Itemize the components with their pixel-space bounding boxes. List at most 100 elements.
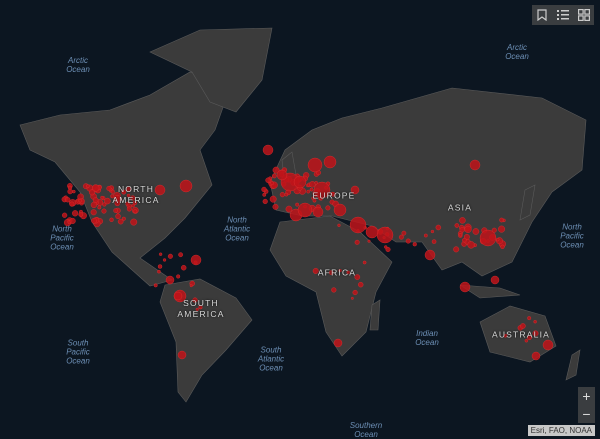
case-bubble[interactable]	[90, 201, 98, 209]
case-bubble[interactable]	[272, 203, 279, 210]
case-bubble[interactable]	[271, 173, 277, 179]
case-bubble[interactable]	[503, 333, 508, 338]
case-bubble[interactable]	[338, 268, 342, 273]
case-bubble[interactable]	[479, 229, 497, 247]
case-bubble[interactable]	[491, 227, 497, 233]
legend-list-icon[interactable]	[556, 8, 570, 22]
case-bubble[interactable]	[325, 205, 331, 211]
case-bubble[interactable]	[69, 217, 76, 224]
case-bubble[interactable]	[309, 187, 314, 192]
case-bubble[interactable]	[376, 226, 394, 244]
case-bubble[interactable]	[126, 186, 132, 192]
case-bubble[interactable]	[431, 239, 437, 244]
case-bubble[interactable]	[533, 319, 537, 324]
case-bubble[interactable]	[423, 233, 428, 238]
case-bubble[interactable]	[180, 265, 187, 271]
case-bubble[interactable]	[261, 186, 267, 193]
case-bubble[interactable]	[65, 197, 71, 203]
case-bubble[interactable]	[165, 275, 175, 285]
case-bubble[interactable]	[337, 223, 341, 227]
case-bubble[interactable]	[498, 225, 506, 233]
case-bubble[interactable]	[459, 217, 466, 224]
case-bubble[interactable]	[293, 175, 307, 189]
case-bubble[interactable]	[330, 191, 335, 196]
case-bubble[interactable]	[469, 159, 481, 171]
case-bubble[interactable]	[157, 264, 163, 269]
basemap-gallery-icon[interactable]	[577, 8, 591, 22]
case-bubble[interactable]	[190, 254, 202, 266]
case-bubble[interactable]	[262, 144, 274, 156]
case-bubble[interactable]	[352, 289, 358, 296]
case-bubble[interactable]	[454, 223, 460, 228]
case-bubble[interactable]	[526, 334, 532, 340]
case-bubble[interactable]	[309, 181, 316, 188]
case-bubble[interactable]	[162, 258, 167, 262]
case-bubble[interactable]	[195, 307, 199, 312]
case-bubble[interactable]	[92, 184, 100, 192]
case-bubble[interactable]	[173, 291, 183, 301]
case-bubble[interactable]	[295, 202, 300, 207]
case-bubble[interactable]	[306, 189, 311, 194]
case-bubble[interactable]	[412, 242, 417, 247]
case-bubble[interactable]	[459, 281, 471, 293]
case-bubble[interactable]	[113, 208, 118, 213]
case-bubble[interactable]	[104, 197, 111, 205]
case-bubble[interactable]	[88, 189, 96, 196]
case-bubble[interactable]	[78, 198, 82, 203]
case-bubble[interactable]	[367, 239, 371, 243]
case-bubble[interactable]	[453, 246, 460, 253]
case-bubble[interactable]	[350, 296, 354, 300]
case-bubble[interactable]	[131, 203, 135, 208]
case-bubble[interactable]	[109, 217, 114, 222]
case-bubble[interactable]	[78, 212, 84, 217]
case-bubble[interactable]	[121, 216, 126, 221]
case-bubble[interactable]	[385, 247, 391, 252]
zoom-out-button[interactable]: −	[582, 406, 591, 422]
case-bubble[interactable]	[362, 260, 367, 265]
case-bubble[interactable]	[198, 305, 203, 310]
case-bubble[interactable]	[307, 157, 323, 173]
case-bubble[interactable]	[495, 237, 500, 242]
case-bubble[interactable]	[499, 217, 504, 223]
case-bubble[interactable]	[176, 274, 181, 279]
case-bubble[interactable]	[133, 209, 138, 214]
case-bubble[interactable]	[462, 237, 467, 243]
case-bubble[interactable]	[85, 184, 90, 188]
case-bubble[interactable]	[179, 179, 193, 193]
case-bubble[interactable]	[91, 217, 97, 224]
case-bubble[interactable]	[312, 198, 317, 203]
case-bubble[interactable]	[90, 209, 97, 216]
case-bubble[interactable]	[262, 198, 268, 205]
case-bubble[interactable]	[178, 252, 183, 258]
case-bubble[interactable]	[532, 330, 539, 337]
case-bubble[interactable]	[312, 206, 324, 218]
case-bubble[interactable]	[531, 351, 541, 361]
case-bubble[interactable]	[467, 241, 475, 249]
case-bubble[interactable]	[297, 202, 313, 218]
case-bubble[interactable]	[284, 192, 289, 197]
case-bubble[interactable]	[279, 192, 285, 198]
case-bubble[interactable]	[398, 234, 404, 240]
case-bubble[interactable]	[130, 195, 136, 201]
case-bubble[interactable]	[354, 239, 360, 245]
case-bubble[interactable]	[430, 229, 435, 234]
case-bubble[interactable]	[350, 185, 360, 195]
bookmark-icon[interactable]	[535, 8, 549, 22]
case-bubble[interactable]	[157, 269, 161, 274]
case-bubble[interactable]	[312, 267, 319, 274]
case-bubble[interactable]	[115, 213, 121, 220]
case-bubble[interactable]	[192, 297, 198, 303]
case-bubble[interactable]	[333, 338, 343, 348]
case-bubble[interactable]	[346, 270, 350, 275]
case-bubble[interactable]	[328, 270, 334, 275]
case-bubble[interactable]	[490, 275, 500, 285]
case-bubble[interactable]	[354, 274, 361, 280]
case-bubble[interactable]	[67, 188, 73, 195]
case-bubble[interactable]	[158, 252, 163, 256]
case-bubble[interactable]	[189, 284, 193, 288]
case-bubble[interactable]	[110, 189, 115, 194]
case-bubble[interactable]	[358, 281, 364, 288]
case-bubble[interactable]	[276, 169, 288, 181]
case-bubble[interactable]	[153, 283, 158, 288]
case-bubble[interactable]	[464, 225, 472, 233]
